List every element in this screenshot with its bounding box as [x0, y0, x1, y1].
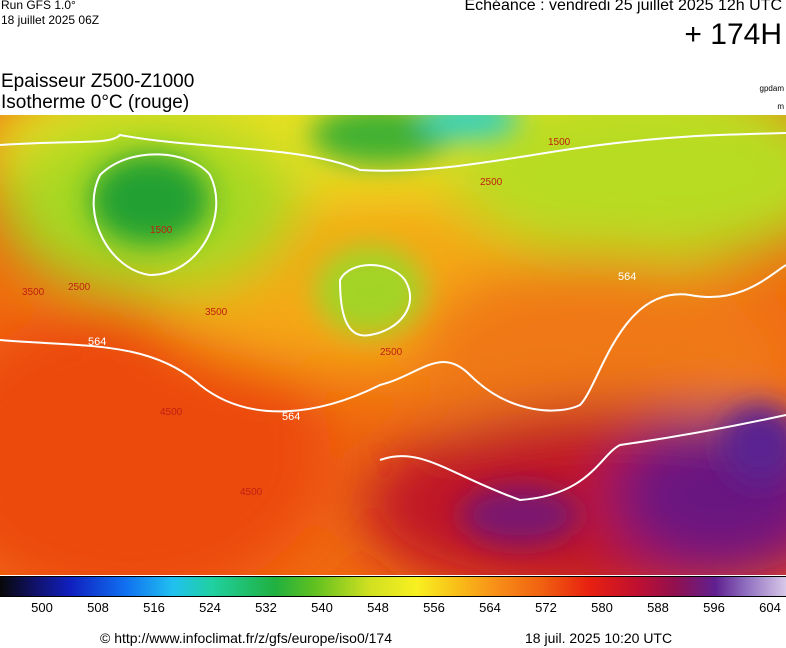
contour-label: 2500 [68, 282, 91, 293]
colorbar-tick-label: 516 [143, 600, 165, 615]
contour-label: 2500 [380, 347, 403, 358]
colorbar-tick-label: 588 [647, 600, 669, 615]
contour-label: 3500 [205, 307, 228, 318]
contour-label: 3500 [22, 287, 45, 298]
generated-time: 18 juil. 2025 10:20 UTC [525, 630, 673, 646]
contour-label: 564 [282, 411, 300, 423]
colorbar-tick-label: 596 [703, 600, 725, 615]
colorbar-tick-label: 556 [423, 600, 445, 615]
colorbar-tick-label: 564 [479, 600, 501, 615]
title-line1: Epaisseur Z500-Z1000 [1, 71, 195, 92]
contour-label: 564 [618, 271, 636, 283]
contour-label: 1500 [548, 137, 571, 148]
colorbar-tick-label: 604 [759, 600, 781, 615]
run-date: 18 juillet 2025 06Z [1, 13, 100, 27]
colorbar-tick-label: 572 [535, 600, 557, 615]
colorbar-tick-label: 532 [255, 600, 277, 615]
colorbar-tick-label: 524 [199, 600, 221, 615]
colorbar-tick-label: 580 [591, 600, 613, 615]
source-url: © http://www.infoclimat.fr/z/gfs/europe/… [100, 630, 393, 646]
unit1: gpdam [759, 84, 784, 93]
unit2: m [777, 102, 784, 111]
colorbar-tick-label: 500 [31, 600, 53, 615]
map: 564 564 564 2500 2500 2500 1500 1500 350… [0, 115, 786, 575]
colorbar [0, 576, 786, 597]
colorbar-tick-label: 540 [311, 600, 333, 615]
colorbar-tick-label: 508 [87, 600, 109, 615]
colorbar-tick-label: 548 [367, 600, 389, 615]
contour-label: 4500 [240, 487, 263, 498]
contour-label: 2500 [480, 177, 503, 188]
title-line2: Isotherme 0°C (rouge) [1, 92, 190, 113]
lead-time: + 174H [684, 18, 782, 51]
contour-label: 1500 [150, 225, 173, 236]
valid-time: Echéance : vendredi 25 juillet 2025 12h … [464, 0, 782, 14]
contour-label: 564 [88, 336, 106, 348]
contour-label: 4500 [160, 407, 183, 418]
run: Run GFS 1.0° [1, 0, 76, 12]
